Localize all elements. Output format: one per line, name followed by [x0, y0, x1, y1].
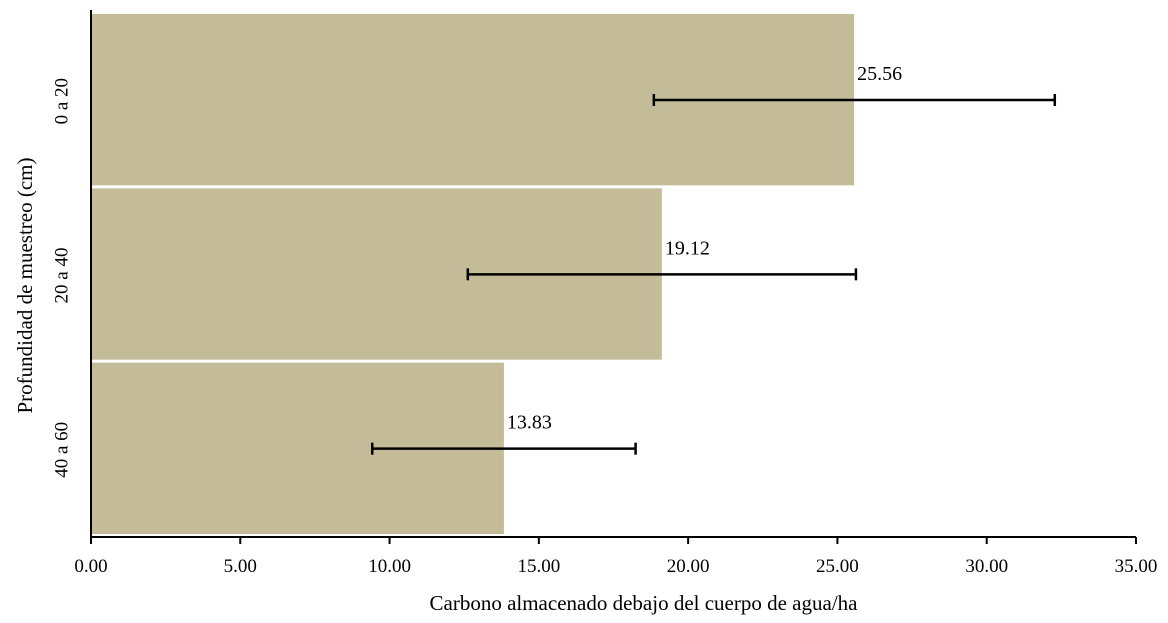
- x-tick-label-1: 5.00: [224, 556, 257, 577]
- category-label-0: 0 a 20: [52, 78, 73, 124]
- x-tick-label-4: 20.00: [667, 556, 710, 577]
- error-bars-group: [371, 94, 1057, 455]
- x-tick-label-5: 25.00: [816, 556, 859, 577]
- x-tick-label-0: 0.00: [74, 556, 107, 577]
- data-label-2: 13.83: [507, 412, 552, 434]
- category-label-1: 20 a 40: [52, 248, 73, 304]
- x-tick-label-2: 10.00: [368, 556, 411, 577]
- x-ticks-group: 0.00 5.00 10.00 15.00 20.00 25.00 30.00 35.00: [74, 537, 1157, 577]
- data-label-1: 19.12: [665, 237, 710, 259]
- x-tick-label-6: 30.00: [965, 556, 1008, 577]
- axes-group: [90, 10, 1136, 538]
- error-bar-2: [371, 442, 637, 455]
- y-axis-title: Profundidad de muestreo (cm): [13, 157, 37, 413]
- data-label-0: 25.56: [857, 63, 902, 85]
- x-axis-title: Carbono almacenado debajo del cuerpo de …: [430, 591, 859, 615]
- x-tick-label-3: 15.00: [517, 556, 560, 577]
- category-label-2: 40 a 60: [52, 422, 73, 478]
- x-tick-label-7: 35.00: [1115, 556, 1158, 577]
- error-bar-1: [466, 268, 858, 281]
- error-bar-0: [652, 94, 1057, 106]
- category-labels-group: 0 a 20 20 a 40 40 a 60: [52, 78, 73, 478]
- data-labels-group: 25.56 19.12 13.83: [507, 63, 902, 434]
